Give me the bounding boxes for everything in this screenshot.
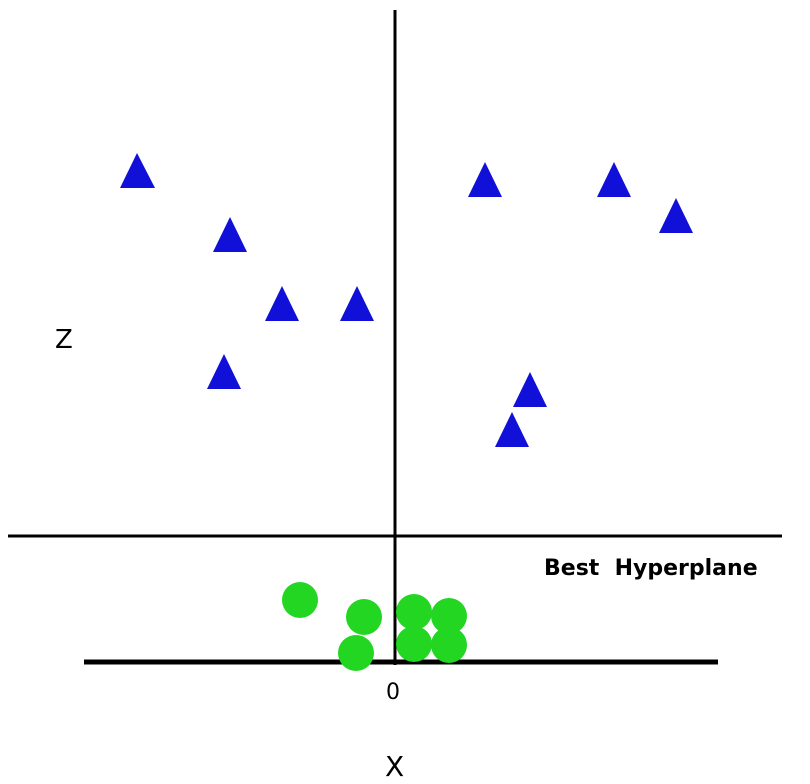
- circle-class-group: [282, 582, 467, 671]
- triangle-class-group: [120, 153, 693, 447]
- origin-label: 0: [386, 680, 400, 705]
- triangle-marker: [468, 162, 502, 197]
- triangle-marker: [207, 354, 241, 389]
- circle-marker: [346, 599, 382, 635]
- circle-marker: [282, 582, 318, 618]
- triangle-marker: [265, 286, 299, 321]
- z-axis-label: Z: [55, 325, 73, 355]
- triangle-marker: [495, 412, 529, 447]
- triangle-marker: [340, 286, 374, 321]
- circle-marker: [396, 594, 432, 630]
- x-axis-label: X: [385, 750, 404, 783]
- hyperplane-label: Best Hyperplane: [544, 556, 758, 581]
- triangle-marker: [659, 198, 693, 233]
- circle-marker: [431, 598, 467, 634]
- triangle-marker: [120, 153, 155, 188]
- circle-marker: [338, 635, 374, 671]
- circle-marker: [431, 627, 467, 663]
- triangle-marker: [513, 372, 547, 407]
- triangle-marker: [213, 217, 247, 252]
- circle-marker: [396, 626, 432, 662]
- triangle-marker: [597, 162, 631, 197]
